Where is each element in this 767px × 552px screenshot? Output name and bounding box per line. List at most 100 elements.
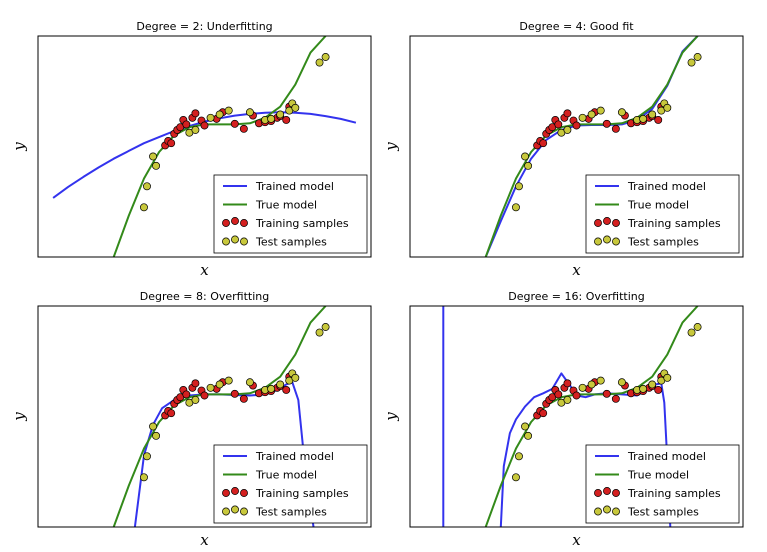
legend: Trained model True model Training samples T… [213, 174, 368, 254]
legend-marker-swatch [594, 489, 602, 497]
true-model-line [484, 36, 699, 257]
legend-marker-swatch [222, 489, 230, 497]
test-samples-point [206, 383, 215, 392]
y-axis-label: y [382, 142, 400, 152]
legend-marker-swatch [222, 237, 230, 246]
test-samples-point [512, 473, 520, 482]
true-model-line [112, 36, 327, 257]
training-samples-point [230, 119, 239, 128]
legend: Trained model True model Training samples T… [585, 444, 740, 524]
test-samples-point [140, 473, 148, 482]
legend-marker-swatch [231, 217, 239, 225]
test-samples-point [215, 110, 224, 119]
test-samples-point [587, 380, 596, 389]
legend-label: Test samples [627, 236, 699, 249]
legend-marker-swatch [612, 237, 620, 246]
true-model-line [484, 306, 699, 527]
legend-label: True model [627, 469, 689, 482]
legend-marker-swatch [240, 237, 248, 246]
legend-box [213, 174, 368, 254]
training-samples-point [167, 409, 176, 418]
test-samples-point [291, 103, 300, 112]
chart-panel-2: Degree = 4: Good fit x y Trained model True … [382, 20, 744, 279]
legend-label: Training samples [627, 487, 721, 500]
y-axis-label: y [10, 412, 28, 422]
legend-marker-swatch [603, 235, 611, 244]
training-samples-point [602, 389, 611, 398]
legend: Trained model True model Training samples T… [213, 444, 368, 524]
x-axis-label: x [572, 261, 581, 279]
axes-frame [37, 305, 372, 528]
legend-marker-swatch [231, 487, 239, 495]
legend-marker-swatch [240, 507, 248, 516]
training-samples-point [282, 116, 291, 124]
test-samples-point [149, 422, 157, 431]
chart-title: Degree = 8: Overfitting [140, 290, 269, 303]
training-samples-point [191, 379, 200, 388]
test-samples-point [245, 108, 254, 117]
legend-marker-swatch [612, 489, 620, 497]
test-samples-point [648, 380, 657, 389]
legend-marker-swatch [240, 219, 248, 227]
y-axis-label: y [10, 142, 28, 152]
legend-box [585, 444, 740, 524]
legend-label: Trained model [255, 450, 334, 463]
legend-label: Training samples [255, 487, 349, 500]
legend-label: Trained model [627, 450, 706, 463]
legend-label: True model [255, 469, 317, 482]
test-samples-point [524, 161, 533, 170]
test-samples-point [524, 431, 533, 440]
legend-marker-swatch [594, 219, 602, 227]
test-samples-point [276, 380, 285, 389]
legend-box [213, 444, 368, 524]
test-samples-point [578, 113, 587, 122]
training-samples-point [239, 394, 248, 403]
legend-marker-swatch [222, 507, 230, 516]
training-samples-point [611, 394, 620, 403]
test-samples-point [315, 58, 324, 67]
test-samples-point [639, 384, 648, 393]
legend-label: Training samples [627, 217, 721, 230]
test-samples-point [152, 161, 161, 170]
test-samples-point [321, 323, 330, 331]
test-samples-point [521, 152, 529, 161]
test-samples-point [276, 110, 285, 119]
training-samples-point [554, 120, 563, 129]
legend-marker-swatch [222, 219, 230, 227]
test-samples-point [267, 114, 276, 123]
test-samples-point [291, 373, 300, 382]
legend-label: True model [255, 199, 317, 212]
test-samples-point [563, 125, 572, 134]
training-samples-point [539, 139, 548, 148]
training-samples-point [563, 379, 572, 388]
test-samples-point [512, 203, 520, 212]
training-samples-point [602, 119, 611, 128]
legend-label: Trained model [255, 180, 334, 193]
test-samples-point [596, 376, 605, 385]
legend-marker-swatch [231, 235, 239, 244]
test-samples-point [639, 114, 648, 123]
axes-frame [409, 35, 744, 258]
test-samples-point [578, 383, 587, 392]
axes-frame [37, 35, 372, 258]
chart-title: Degree = 2: Underfitting [136, 20, 272, 33]
legend-label: Test samples [255, 506, 327, 519]
training-samples-point [563, 109, 572, 118]
legend-label: Trained model [627, 180, 706, 193]
training-samples-point [572, 121, 581, 130]
test-samples-point [152, 431, 161, 440]
legend-label: Test samples [255, 236, 327, 249]
test-samples-point [663, 373, 672, 382]
plot-area [112, 306, 330, 527]
test-samples-point [563, 395, 572, 404]
test-samples-point [315, 328, 324, 337]
test-samples-point [224, 106, 233, 115]
test-samples-point [206, 113, 215, 122]
test-samples-point [596, 106, 605, 115]
true-model-line [112, 306, 327, 527]
test-samples-point [143, 452, 151, 461]
training-samples-point [611, 124, 620, 133]
